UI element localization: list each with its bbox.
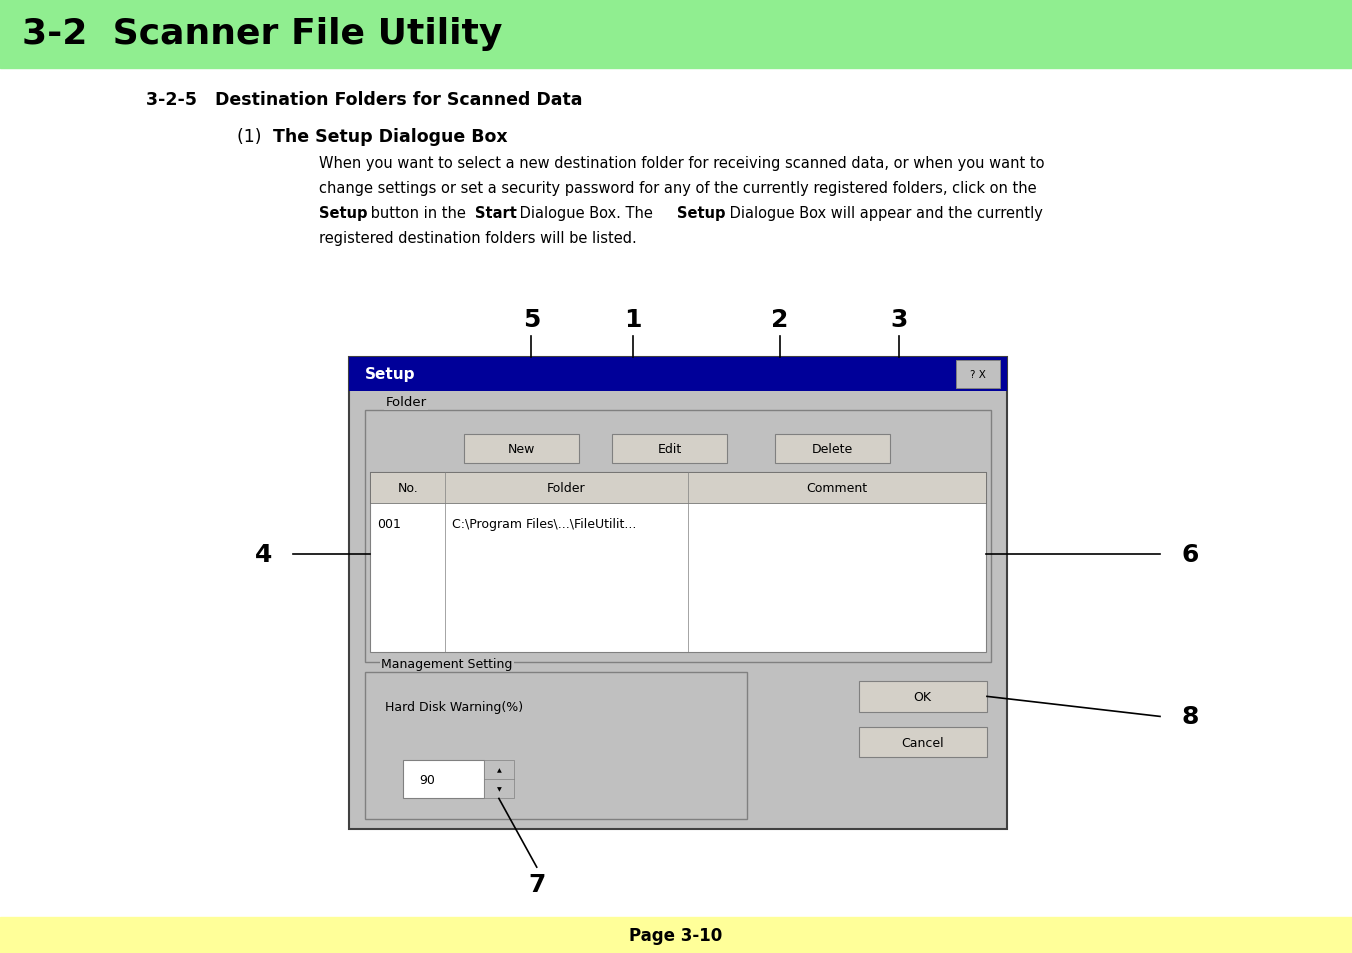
Text: Management Setting: Management Setting: [381, 657, 512, 670]
Bar: [403, 760, 484, 799]
Text: (1): (1): [237, 128, 266, 146]
Text: ▲: ▲: [496, 767, 502, 773]
Text: Hard Disk Warning(%): Hard Disk Warning(%): [385, 700, 523, 714]
Text: button in the: button in the: [366, 206, 470, 221]
Text: change settings or set a security password for any of the currently registered f: change settings or set a security passwo…: [319, 181, 1037, 196]
Text: 90: 90: [419, 773, 435, 786]
Text: 4: 4: [256, 542, 272, 567]
Text: ? X: ? X: [971, 370, 986, 379]
Bar: [349, 357, 1007, 829]
Text: Delete: Delete: [811, 442, 853, 456]
Bar: [484, 760, 514, 799]
Text: Dialogue Box. The: Dialogue Box. The: [515, 206, 657, 221]
Text: The Setup Dialogue Box: The Setup Dialogue Box: [273, 128, 508, 146]
Text: Page 3-10: Page 3-10: [630, 926, 722, 943]
Bar: [775, 435, 890, 463]
Bar: [612, 435, 727, 463]
Bar: [349, 357, 1007, 392]
Text: Start: Start: [475, 206, 516, 221]
Text: Cancel: Cancel: [902, 736, 944, 749]
Bar: [956, 360, 1000, 389]
Text: Setup: Setup: [365, 367, 415, 382]
Text: Setup: Setup: [677, 206, 726, 221]
Text: C:\Program Files\...\FileUtilit...: C:\Program Files\...\FileUtilit...: [452, 517, 635, 531]
Text: When you want to select a new destination folder for receiving scanned data, or : When you want to select a new destinatio…: [319, 156, 1045, 172]
Text: 7: 7: [529, 872, 545, 897]
Text: 5: 5: [523, 307, 539, 332]
Text: Folder: Folder: [548, 481, 585, 495]
Text: 3-2  Scanner File Utility: 3-2 Scanner File Utility: [22, 17, 502, 51]
Text: 2: 2: [772, 307, 788, 332]
Text: 1: 1: [625, 307, 641, 332]
Bar: [0, 917, 1352, 953]
Text: Dialogue Box will appear and the currently: Dialogue Box will appear and the current…: [725, 206, 1042, 221]
Text: Edit: Edit: [658, 442, 681, 456]
Text: Setup: Setup: [319, 206, 368, 221]
Text: ▼: ▼: [496, 786, 502, 792]
Text: OK: OK: [914, 690, 932, 703]
Text: registered destination folders will be listed.: registered destination folders will be l…: [319, 231, 637, 246]
Bar: [464, 435, 579, 463]
Bar: [370, 473, 986, 503]
Bar: [370, 473, 986, 653]
Text: New: New: [507, 442, 535, 456]
Bar: [859, 727, 987, 758]
Text: Folder: Folder: [385, 395, 426, 409]
Text: 3: 3: [891, 307, 907, 332]
Bar: [0, 0, 1352, 69]
Text: 8: 8: [1182, 704, 1198, 729]
Text: Comment: Comment: [806, 481, 868, 495]
Text: 001: 001: [377, 517, 402, 531]
Text: 3-2-5   Destination Folders for Scanned Data: 3-2-5 Destination Folders for Scanned Da…: [146, 91, 583, 109]
Bar: [365, 672, 746, 820]
Text: No.: No.: [397, 481, 418, 495]
Text: 6: 6: [1182, 542, 1198, 567]
Bar: [859, 681, 987, 712]
Bar: [365, 411, 991, 662]
